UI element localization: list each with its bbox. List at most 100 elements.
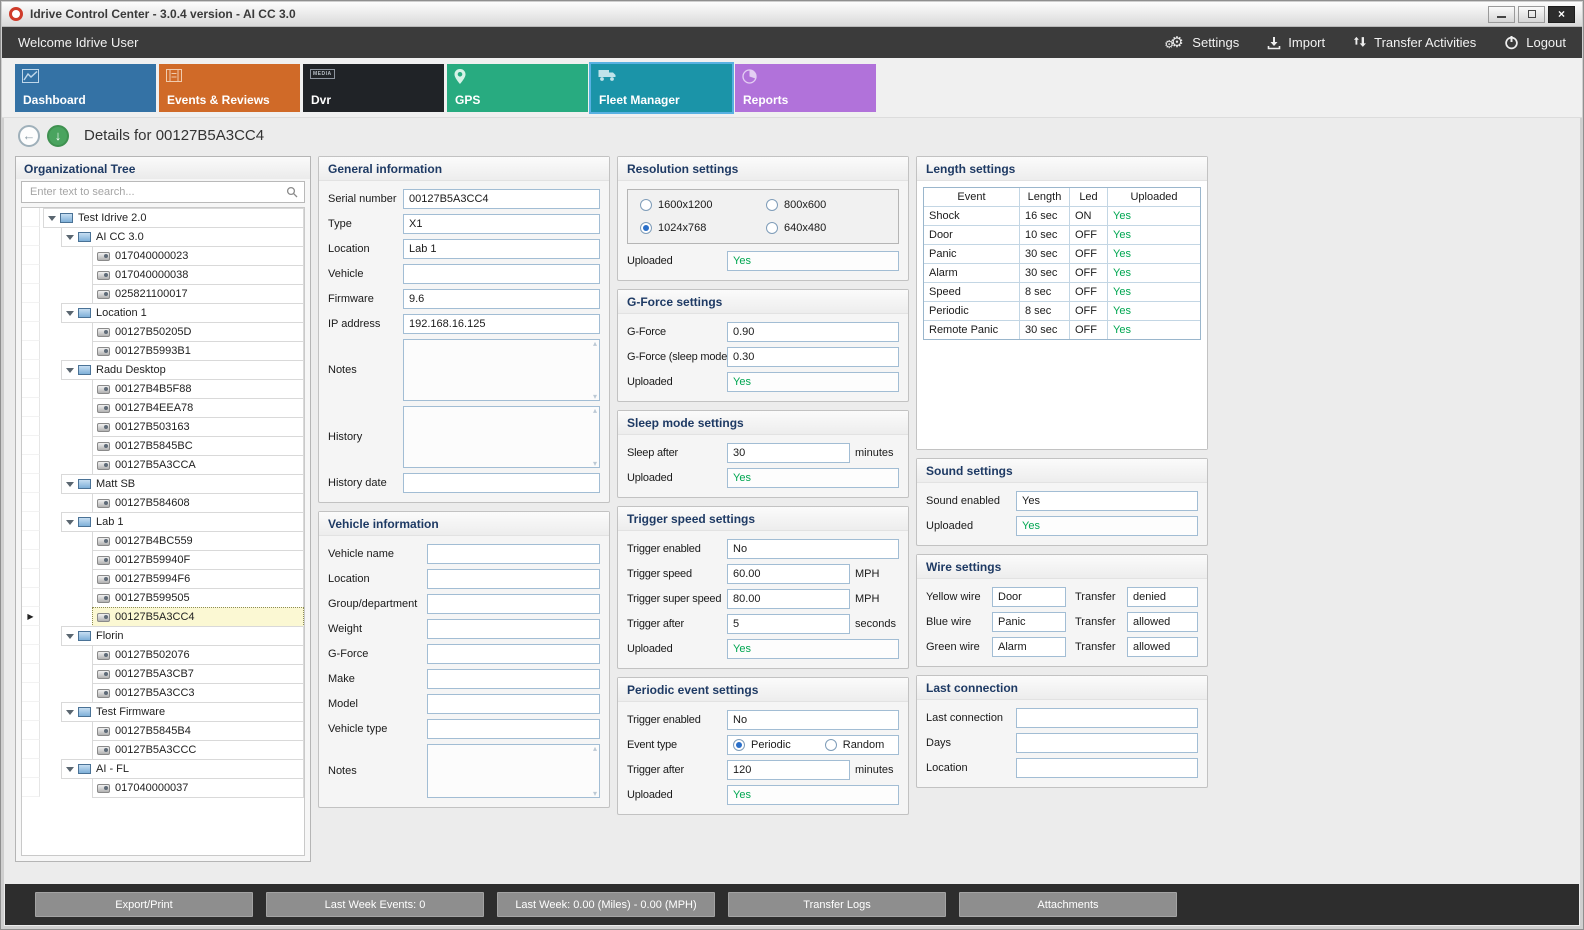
text-input[interactable]: 30 [727,443,850,463]
bottom-bar-button[interactable]: Last Week Events: 0 [266,892,484,917]
tree-row[interactable]: 00127B599505 [22,588,304,608]
radio-option[interactable]: 1600x1200 [640,199,760,211]
transfer-value-input[interactable]: allowed [1127,637,1198,657]
tree-row[interactable]: 00127B5994F6 [22,569,304,589]
settings-button[interactable]: ⚙ ⚙ Settings [1164,34,1239,52]
tree-node[interactable]: AI - FL [61,759,304,779]
radio-button[interactable] [640,199,652,211]
transfer-activities-button[interactable]: Transfer Activities [1353,35,1476,50]
text-input[interactable] [1016,708,1198,728]
radio-option[interactable]: Random [824,739,884,751]
text-input[interactable]: 80.00 [727,589,850,609]
text-input[interactable] [427,694,600,714]
tree-row[interactable]: 025821100017 [22,284,304,304]
text-input[interactable]: 60.00 [727,564,850,584]
radio-button[interactable] [640,222,652,234]
bottom-bar-button[interactable]: Export/Print [35,892,253,917]
tree-node[interactable]: 017040000038 [92,265,304,285]
uploaded-field[interactable]: Yes [727,639,899,659]
text-input[interactable]: 192.168.16.125 [403,314,600,334]
tree-node[interactable]: 00127B503163 [92,417,304,437]
tree-node[interactable]: 017040000023 [92,246,304,266]
text-input[interactable] [403,473,600,493]
radio-option[interactable]: 800x600 [766,199,886,211]
tree-row[interactable]: 00127B4EEA78 [22,398,304,418]
tree-row[interactable]: 00127B59940F [22,550,304,570]
tree-node[interactable]: 00127B4EEA78 [92,398,304,418]
text-input[interactable] [427,569,600,589]
tree-row[interactable]: 00127B5993B1 [22,341,304,361]
tree-row[interactable]: Location 1 [22,303,304,323]
table-row[interactable]: Periodic 8 sec OFF Yes [924,302,1200,321]
expand-icon[interactable] [66,234,74,240]
tree-node[interactable]: 025821100017 [92,284,304,304]
back-button[interactable]: ← [18,124,40,147]
tree-row[interactable]: 00127B50205D [22,322,304,342]
table-row[interactable]: Remote Panic 30 sec OFF Yes [924,321,1200,339]
tree-node[interactable]: Florin [61,626,304,646]
tab-gps[interactable]: GPS [447,63,588,112]
tree-node[interactable]: 00127B502076 [92,645,304,665]
tree-node[interactable]: 00127B5993B1 [92,341,304,361]
radio-option[interactable]: 640x480 [766,222,886,234]
table-row[interactable]: Speed 8 sec OFF Yes [924,283,1200,302]
text-area[interactable] [403,339,600,401]
transfer-value-input[interactable]: allowed [1127,612,1198,632]
tree-node[interactable]: 00127B50205D [92,322,304,342]
text-input[interactable]: No [727,539,899,559]
wire-value-input[interactable]: Door [992,587,1066,607]
text-input[interactable]: 9.6 [403,289,600,309]
table-row[interactable]: Shock 16 sec ON Yes [924,207,1200,226]
expand-icon[interactable] [66,367,74,373]
expand-icon[interactable] [66,481,74,487]
tree-node[interactable]: 00127B5A3CB7 [92,664,304,684]
uploaded-field[interactable]: Yes [727,251,899,271]
tree-node[interactable]: Test Idrive 2.0 [43,208,304,228]
tree-node[interactable]: 00127B5A3CC3 [92,683,304,703]
text-input[interactable] [427,544,600,564]
tree-row[interactable]: 00127B5845B4 [22,721,304,741]
tree-row[interactable]: 00127B5A3CB7 [22,664,304,684]
text-input[interactable] [403,264,600,284]
text-input[interactable] [1016,758,1198,778]
radio-option[interactable]: Periodic [733,739,791,751]
tree-node[interactable]: 017040000037 [92,778,304,798]
text-input[interactable]: Lab 1 [403,239,600,259]
tree-node[interactable]: AI CC 3.0 [61,227,304,247]
maximize-button[interactable] [1518,5,1545,23]
text-area[interactable] [427,744,600,798]
text-input[interactable]: 120 [727,760,850,780]
tree-node[interactable]: 00127B5A3CC4 [92,607,304,627]
bottom-bar-button[interactable]: Transfer Logs [728,892,946,917]
tree-node[interactable]: 00127B599505 [92,588,304,608]
tree-node[interactable]: 00127B5845B4 [92,721,304,741]
wire-value-input[interactable]: Panic [992,612,1066,632]
text-input[interactable]: X1 [403,214,600,234]
tree-row[interactable]: Test Idrive 2.0 [22,208,304,228]
tab-fleet-manager[interactable]: Fleet Manager [591,63,732,112]
radio-button[interactable] [766,222,778,234]
expand-icon[interactable] [66,633,74,639]
tree-row[interactable]: 00127B5A3CCA [22,455,304,475]
tree-row[interactable]: Matt SB [22,474,304,494]
tree-row[interactable]: Lab 1 [22,512,304,532]
tree-node[interactable]: 00127B5845BC [92,436,304,456]
tree-row[interactable]: 00127B4BC559 [22,531,304,551]
text-input[interactable]: 5 [727,614,850,634]
logout-button[interactable]: Logout [1504,35,1566,50]
expand-icon[interactable] [66,310,74,316]
tree-node[interactable]: 00127B584608 [92,493,304,513]
tree-row[interactable]: 00127B4B5F88 [22,379,304,399]
tree-node[interactable]: 00127B5A3CCC [92,740,304,760]
text-input[interactable] [427,644,600,664]
expand-icon[interactable] [48,215,56,221]
text-input[interactable]: 00127B5A3CC4 [403,189,600,209]
uploaded-field[interactable]: Yes [727,468,899,488]
tree-node[interactable]: Test Firmware [61,702,304,722]
bottom-bar-button[interactable]: Attachments [959,892,1177,917]
download-button[interactable]: ↓ [47,124,69,147]
tree-row[interactable]: 017040000038 [22,265,304,285]
text-input[interactable]: 0.30 [727,347,899,367]
radio-button[interactable] [766,199,778,211]
tree-node[interactable]: Lab 1 [61,512,304,532]
